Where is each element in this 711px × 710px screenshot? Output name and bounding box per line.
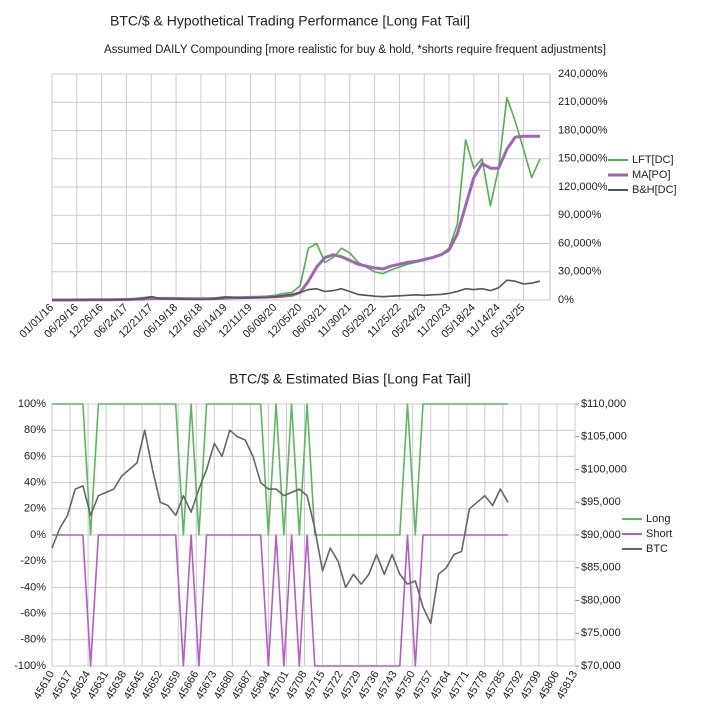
y-tick-label: 60,000% bbox=[558, 237, 602, 249]
y2-tick-label: $100,000 bbox=[581, 463, 627, 475]
y2-tick-label: $105,000 bbox=[581, 431, 627, 443]
y-tick-label: 60% bbox=[24, 450, 46, 462]
y-tick-label: 150,000% bbox=[558, 153, 608, 165]
y-tick-label: 0% bbox=[558, 294, 574, 306]
y2-tick-label: $110,000 bbox=[581, 398, 626, 410]
legend-label: MA[PO] bbox=[632, 169, 671, 181]
y-tick-label: 120,000% bbox=[558, 181, 608, 193]
y-tick-label: -60% bbox=[20, 608, 46, 620]
legend-label: Long bbox=[646, 513, 670, 525]
y-tick-label: 100% bbox=[18, 398, 46, 410]
y-tick-label: -100% bbox=[14, 660, 46, 672]
y-tick-label: 40% bbox=[24, 477, 46, 489]
series-line bbox=[52, 134, 540, 302]
chart-title: BTC/$ & Hypothetical Trading Performance… bbox=[110, 13, 470, 29]
y-tick-label: 210,000% bbox=[558, 96, 608, 108]
y2-tick-label: $80,000 bbox=[581, 594, 621, 606]
legend-label: B&H[DC] bbox=[632, 184, 677, 196]
legend-label: BTC bbox=[646, 543, 668, 555]
y-tick-label: 20% bbox=[24, 503, 46, 515]
y-tick-label: 240,000% bbox=[558, 68, 608, 80]
y2-tick-label: $95,000 bbox=[581, 496, 621, 508]
series-line bbox=[52, 403, 508, 536]
legend-label: LFT[DC] bbox=[632, 154, 674, 166]
y-tick-label: 30,000% bbox=[558, 266, 602, 278]
y-tick-label: -20% bbox=[20, 555, 46, 567]
legend-label: Short bbox=[646, 528, 672, 540]
y-tick-label: -40% bbox=[20, 581, 46, 593]
y-tick-label: 90,000% bbox=[558, 209, 602, 221]
y2-tick-label: $75,000 bbox=[581, 627, 621, 639]
series-line bbox=[51, 429, 509, 625]
y-tick-label: 180,000% bbox=[558, 124, 608, 136]
series-line bbox=[52, 279, 541, 301]
y-tick-label: 0% bbox=[30, 529, 46, 541]
y2-tick-label: $70,000 bbox=[581, 660, 621, 672]
series-line bbox=[52, 534, 508, 667]
y-tick-label: -80% bbox=[20, 634, 46, 646]
chart-title: BTC/$ & Estimated Bias [Long Fat Tail] bbox=[229, 371, 471, 387]
chart-subtitle: Assumed DAILY Compounding [more realisti… bbox=[104, 44, 606, 56]
y2-tick-label: $85,000 bbox=[581, 562, 621, 574]
y-tick-label: 80% bbox=[24, 424, 46, 436]
y2-tick-label: $90,000 bbox=[581, 529, 621, 541]
